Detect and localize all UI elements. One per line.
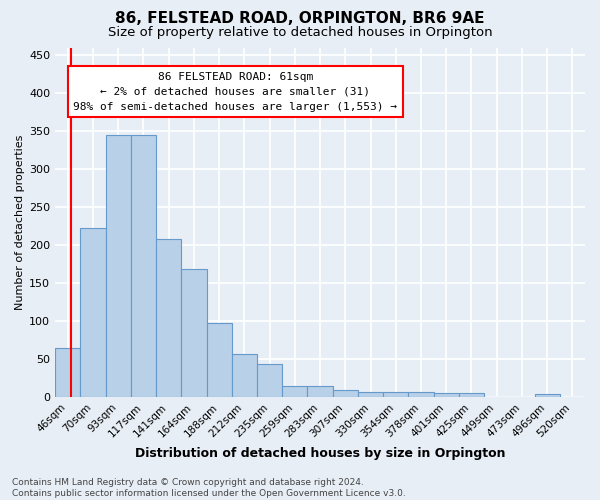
Bar — [409, 392, 434, 397]
Y-axis label: Number of detached properties: Number of detached properties — [15, 134, 25, 310]
Bar — [206, 322, 232, 397]
Bar — [358, 392, 383, 397]
Bar — [383, 392, 409, 397]
Bar — [80, 228, 106, 397]
Bar — [156, 239, 181, 397]
Bar — [307, 386, 332, 397]
Bar — [459, 393, 484, 397]
Bar — [106, 135, 131, 397]
Text: 86 FELSTEAD ROAD: 61sqm
← 2% of detached houses are smaller (31)
98% of semi-det: 86 FELSTEAD ROAD: 61sqm ← 2% of detached… — [73, 72, 397, 112]
Bar — [181, 270, 206, 397]
Text: Size of property relative to detached houses in Orpington: Size of property relative to detached ho… — [107, 26, 493, 39]
Bar — [55, 348, 80, 397]
Bar — [131, 135, 156, 397]
Bar — [434, 393, 459, 397]
Bar — [232, 354, 257, 397]
X-axis label: Distribution of detached houses by size in Orpington: Distribution of detached houses by size … — [135, 447, 505, 460]
Text: Contains HM Land Registry data © Crown copyright and database right 2024.
Contai: Contains HM Land Registry data © Crown c… — [12, 478, 406, 498]
Bar — [257, 364, 282, 397]
Bar — [282, 386, 307, 397]
Bar — [535, 394, 560, 397]
Text: 86, FELSTEAD ROAD, ORPINGTON, BR6 9AE: 86, FELSTEAD ROAD, ORPINGTON, BR6 9AE — [115, 11, 485, 26]
Bar — [332, 390, 358, 397]
